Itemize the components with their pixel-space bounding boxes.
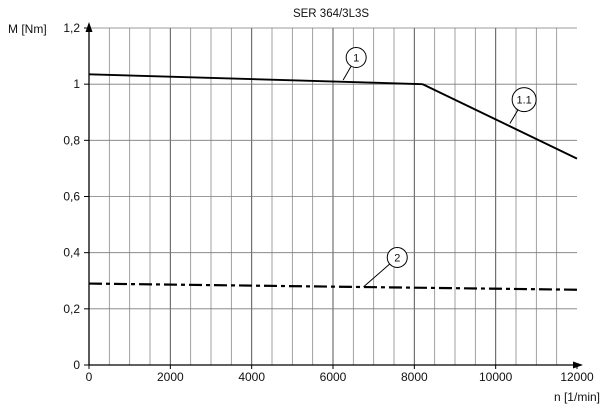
y-axis-arrow	[85, 22, 93, 32]
callout-leader	[363, 263, 391, 288]
callouts: 11.12	[342, 46, 537, 288]
y-tick-label: 1,2	[63, 21, 80, 35]
x-tick-label: 4000	[238, 370, 265, 384]
y-tick-label: 0,6	[63, 190, 80, 204]
axes	[85, 22, 583, 369]
x-tick-label: 10000	[479, 370, 513, 384]
y-tick-label: 0	[73, 358, 80, 372]
series-line	[88, 73, 423, 86]
x-tick-label: 0	[86, 370, 93, 384]
callout-label: 1.1	[516, 95, 531, 107]
callout-circle	[345, 46, 367, 68]
y-tick-label: 1	[73, 77, 80, 91]
y-tick-label: 0,2	[63, 302, 80, 316]
tick-labels: 0 0,2 0,4 0,6 0,8 1 1,2 0 2000 4000 6000 8000 10000 1…	[63, 21, 594, 384]
x-tick-label: 6000	[320, 370, 347, 384]
x-tick-label: 2000	[157, 370, 184, 384]
callout-label: 1	[353, 52, 359, 64]
grid	[89, 27, 577, 365]
x-tick-label: 12000	[560, 370, 594, 384]
x-tick-label: 8000	[401, 370, 428, 384]
series-line	[422, 83, 578, 160]
series-lines	[88, 73, 578, 291]
callout-leader	[342, 65, 352, 81]
callout-leader	[509, 109, 519, 124]
y-axis-label: M [Nm]	[8, 22, 47, 36]
callout-label: 2	[394, 252, 400, 264]
y-tick-label: 0,4	[63, 246, 80, 260]
x-axis-arrow	[573, 361, 583, 369]
x-axis-label: n [1/min]	[554, 390, 600, 404]
callout-circle	[511, 87, 537, 113]
chart-title: SER 364/3L3S	[293, 8, 369, 20]
y-tick-label: 0,8	[63, 133, 80, 147]
callout-circle	[386, 246, 408, 268]
series-line	[88, 282, 578, 291]
